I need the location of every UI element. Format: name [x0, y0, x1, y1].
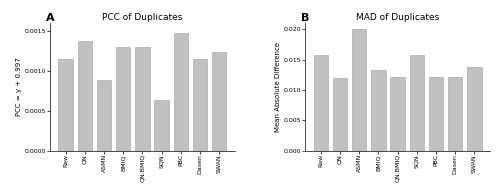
Bar — [154, 100, 169, 151]
Bar — [58, 59, 73, 151]
Bar — [212, 52, 226, 151]
Bar — [314, 55, 328, 151]
Bar — [332, 78, 347, 151]
Bar — [193, 59, 208, 151]
Bar — [467, 67, 481, 151]
Title: MAD of Duplicates: MAD of Duplicates — [356, 13, 439, 22]
Bar — [448, 77, 462, 151]
Y-axis label: Mean Absolute Difference: Mean Absolute Difference — [274, 42, 280, 132]
Bar — [390, 77, 405, 151]
Bar — [429, 77, 443, 151]
Bar — [116, 47, 130, 151]
Bar — [371, 70, 386, 151]
Y-axis label: PCC = y + 0.997: PCC = y + 0.997 — [16, 58, 22, 116]
Bar — [174, 33, 188, 151]
Bar — [135, 47, 150, 151]
Bar — [78, 41, 92, 151]
Text: B: B — [302, 13, 310, 23]
Bar — [410, 55, 424, 151]
Bar — [97, 80, 111, 151]
Bar — [352, 29, 366, 151]
Title: PCC of Duplicates: PCC of Duplicates — [102, 13, 182, 22]
Text: A: A — [46, 13, 55, 23]
